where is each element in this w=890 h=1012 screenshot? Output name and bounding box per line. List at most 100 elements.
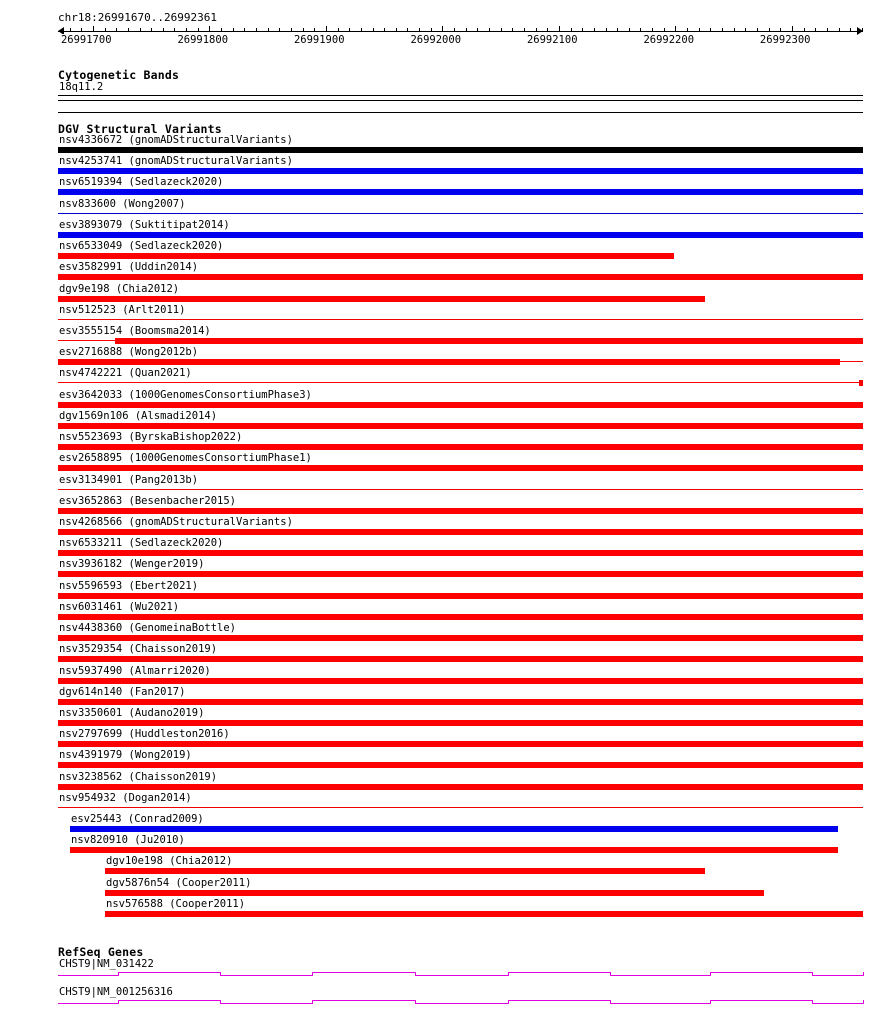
dgv-variant-bar[interactable] [105,890,764,896]
dgv-variant-label[interactable]: nsv3350601 (Audano2019) [58,707,207,719]
dgv-variant-label[interactable]: nsv5937490 (Almarri2020) [58,665,213,677]
dgv-variant-label[interactable]: nsv6533049 (Sedlazeck2020) [58,240,226,252]
transcript-exon-segment [610,1003,710,1004]
dgv-variant-bar[interactable] [58,635,863,641]
dgv-variant-label[interactable]: esv3555154 (Boomsma2014) [58,325,213,337]
ruler-minor-tick [221,28,222,32]
ruler-minor-tick [303,28,304,32]
ruler-minor-tick [524,28,525,32]
refseq-gene-label[interactable]: CHST9|NM_031422 [58,958,156,970]
dgv-variant-label[interactable]: nsv6533211 (Sedlazeck2020) [58,537,226,549]
dgv-variant-label[interactable]: nsv4391979 (Wong2019) [58,749,194,761]
ruler-minor-tick [582,28,583,32]
dgv-variant-label[interactable]: nsv2797699 (Huddleston2016) [58,728,232,740]
ruler-minor-tick [314,28,315,32]
dgv-variant-label[interactable]: nsv6519394 (Sedlazeck2020) [58,176,226,188]
dgv-variant-bar[interactable] [70,847,838,853]
dgv-variant-label[interactable]: esv3582991 (Uddin2014) [58,261,201,273]
dgv-variant-label[interactable]: nsv576588 (Cooper2011) [105,898,248,910]
dgv-variant-label[interactable]: dgv10e198 (Chia2012) [105,855,235,867]
cytoband-label[interactable]: 18q11.2 [58,81,106,93]
ruler-minor-tick [710,28,711,32]
dgv-variant-label[interactable]: esv3134901 (Pang2013b) [58,474,201,486]
dgv-variant-bar[interactable] [58,529,863,535]
dgv-variant-label[interactable]: nsv6031461 (Wu2021) [58,601,182,613]
dgv-variant-bar-thin[interactable] [58,382,863,383]
dgv-variant-bar-thin[interactable] [58,340,115,341]
dgv-variant-bar[interactable] [58,656,863,662]
dgv-variant-label[interactable]: esv3652863 (Besenbacher2015) [58,495,239,507]
dgv-variant-bar[interactable] [58,550,863,556]
dgv-variant-label[interactable]: dgv9e198 (Chia2012) [58,283,182,295]
dgv-variant-bar[interactable] [58,168,863,174]
coordinate-ruler[interactable]: chr18:26991670..26992361 26991700 2699180… [0,0,890,48]
dgv-variant-bar[interactable] [58,741,863,747]
dgv-variant-label[interactable]: nsv4742221 (Quan2021) [58,367,194,379]
ruler-minor-tick [361,28,362,32]
dgv-variant-bar[interactable] [58,614,863,620]
transcript-intron-jog [812,1000,813,1004]
dgv-variant-label[interactable]: esv2716888 (Wong2012b) [58,346,201,358]
dgv-variant-label[interactable]: esv3893079 (Suktitipat2014) [58,219,232,231]
dgv-variant-bar[interactable] [70,826,838,832]
transcript-intron-jog [610,1000,611,1004]
dgv-variant-bar[interactable] [58,508,863,514]
dgv-variant-bar[interactable] [58,319,863,320]
dgv-variant-label[interactable]: dgv1569n106 (Alsmadi2014) [58,410,220,422]
dgv-variant-bar[interactable] [58,359,840,365]
dgv-variant-bar[interactable] [58,253,674,259]
dgv-variant-bar[interactable] [58,423,863,429]
dgv-variant-label[interactable]: nsv954932 (Dogan2014) [58,792,194,804]
dgv-variant-bar[interactable] [58,274,863,280]
dgv-variant-label[interactable]: dgv5876n54 (Cooper2011) [105,877,254,889]
transcript-intron-jog [220,1000,221,1004]
dgv-variant-bar[interactable] [58,720,863,726]
dgv-variant-bar[interactable] [58,296,705,302]
dgv-variant-label[interactable]: nsv3238562 (Chaisson2019) [58,771,220,783]
dgv-variant-bar[interactable] [58,213,863,214]
dgv-variant-bar[interactable] [58,465,863,471]
ruler-minor-tick [81,28,82,32]
dgv-variant-bar[interactable] [105,911,863,917]
dgv-variant-label[interactable]: nsv4336672 (gnomADStructuralVariants) [58,134,295,146]
right-arrow-icon[interactable] [857,27,863,35]
dgv-variant-bar[interactable] [58,147,863,153]
dgv-variant-bar[interactable] [58,699,863,705]
ruler-minor-tick [454,28,455,32]
dgv-variant-label[interactable]: nsv5596593 (Ebert2021) [58,580,201,592]
dgv-variant-bar[interactable] [859,380,863,386]
dgv-variant-bar[interactable] [105,868,705,874]
dgv-variant-label[interactable]: nsv5523693 (ByrskaBishop2022) [58,431,245,443]
dgv-variant-label[interactable]: nsv4268566 (gnomADStructuralVariants) [58,516,295,528]
dgv-variant-label[interactable]: nsv3936182 (Wenger2019) [58,558,207,570]
dgv-variant-label[interactable]: nsv512523 (Arlt2011) [58,304,188,316]
dgv-variant-bar[interactable] [58,807,863,808]
dgv-variant-bar[interactable] [58,444,863,450]
dgv-variant-label[interactable]: nsv820910 (Ju2010) [70,834,187,846]
dgv-variant-label[interactable]: esv3642033 (1000GenomesConsortiumPhase3) [58,389,314,401]
dgv-variant-label[interactable]: nsv4253741 (gnomADStructuralVariants) [58,155,295,167]
dgv-variant-label[interactable]: nsv3529354 (Chaisson2019) [58,643,220,655]
dgv-variant-bar[interactable] [58,402,863,408]
dgv-variant-label[interactable]: esv2658895 (1000GenomesConsortiumPhase1) [58,452,314,464]
dgv-variant-bar[interactable] [58,678,863,684]
dgv-variant-bar[interactable] [58,232,863,238]
dgv-variant-bar[interactable] [58,762,863,768]
dgv-variant-bar[interactable] [58,571,863,577]
ruler-minor-tick [769,28,770,32]
refseq-gene-label[interactable]: CHST9|NM_001256316 [58,986,175,998]
dgv-variant-bar[interactable] [58,593,863,599]
ruler-minor-tick [291,28,292,32]
dgv-variant-label[interactable]: dgv614n140 (Fan2017) [58,686,188,698]
ruler-minor-tick [279,28,280,32]
dgv-variant-bar[interactable] [58,784,863,790]
ruler-minor-tick [734,28,735,32]
dgv-variant-label[interactable]: esv25443 (Conrad2009) [70,813,206,825]
left-arrow-icon[interactable] [58,27,64,35]
dgv-variant-bar[interactable] [58,189,863,195]
dgv-variant-label[interactable]: nsv4438360 (GenomeinaBottle) [58,622,239,634]
ruler-minor-tick [128,28,129,32]
dgv-variant-bar[interactable] [115,338,863,344]
dgv-variant-label[interactable]: nsv833600 (Wong2007) [58,198,188,210]
dgv-variant-bar[interactable] [58,489,863,490]
